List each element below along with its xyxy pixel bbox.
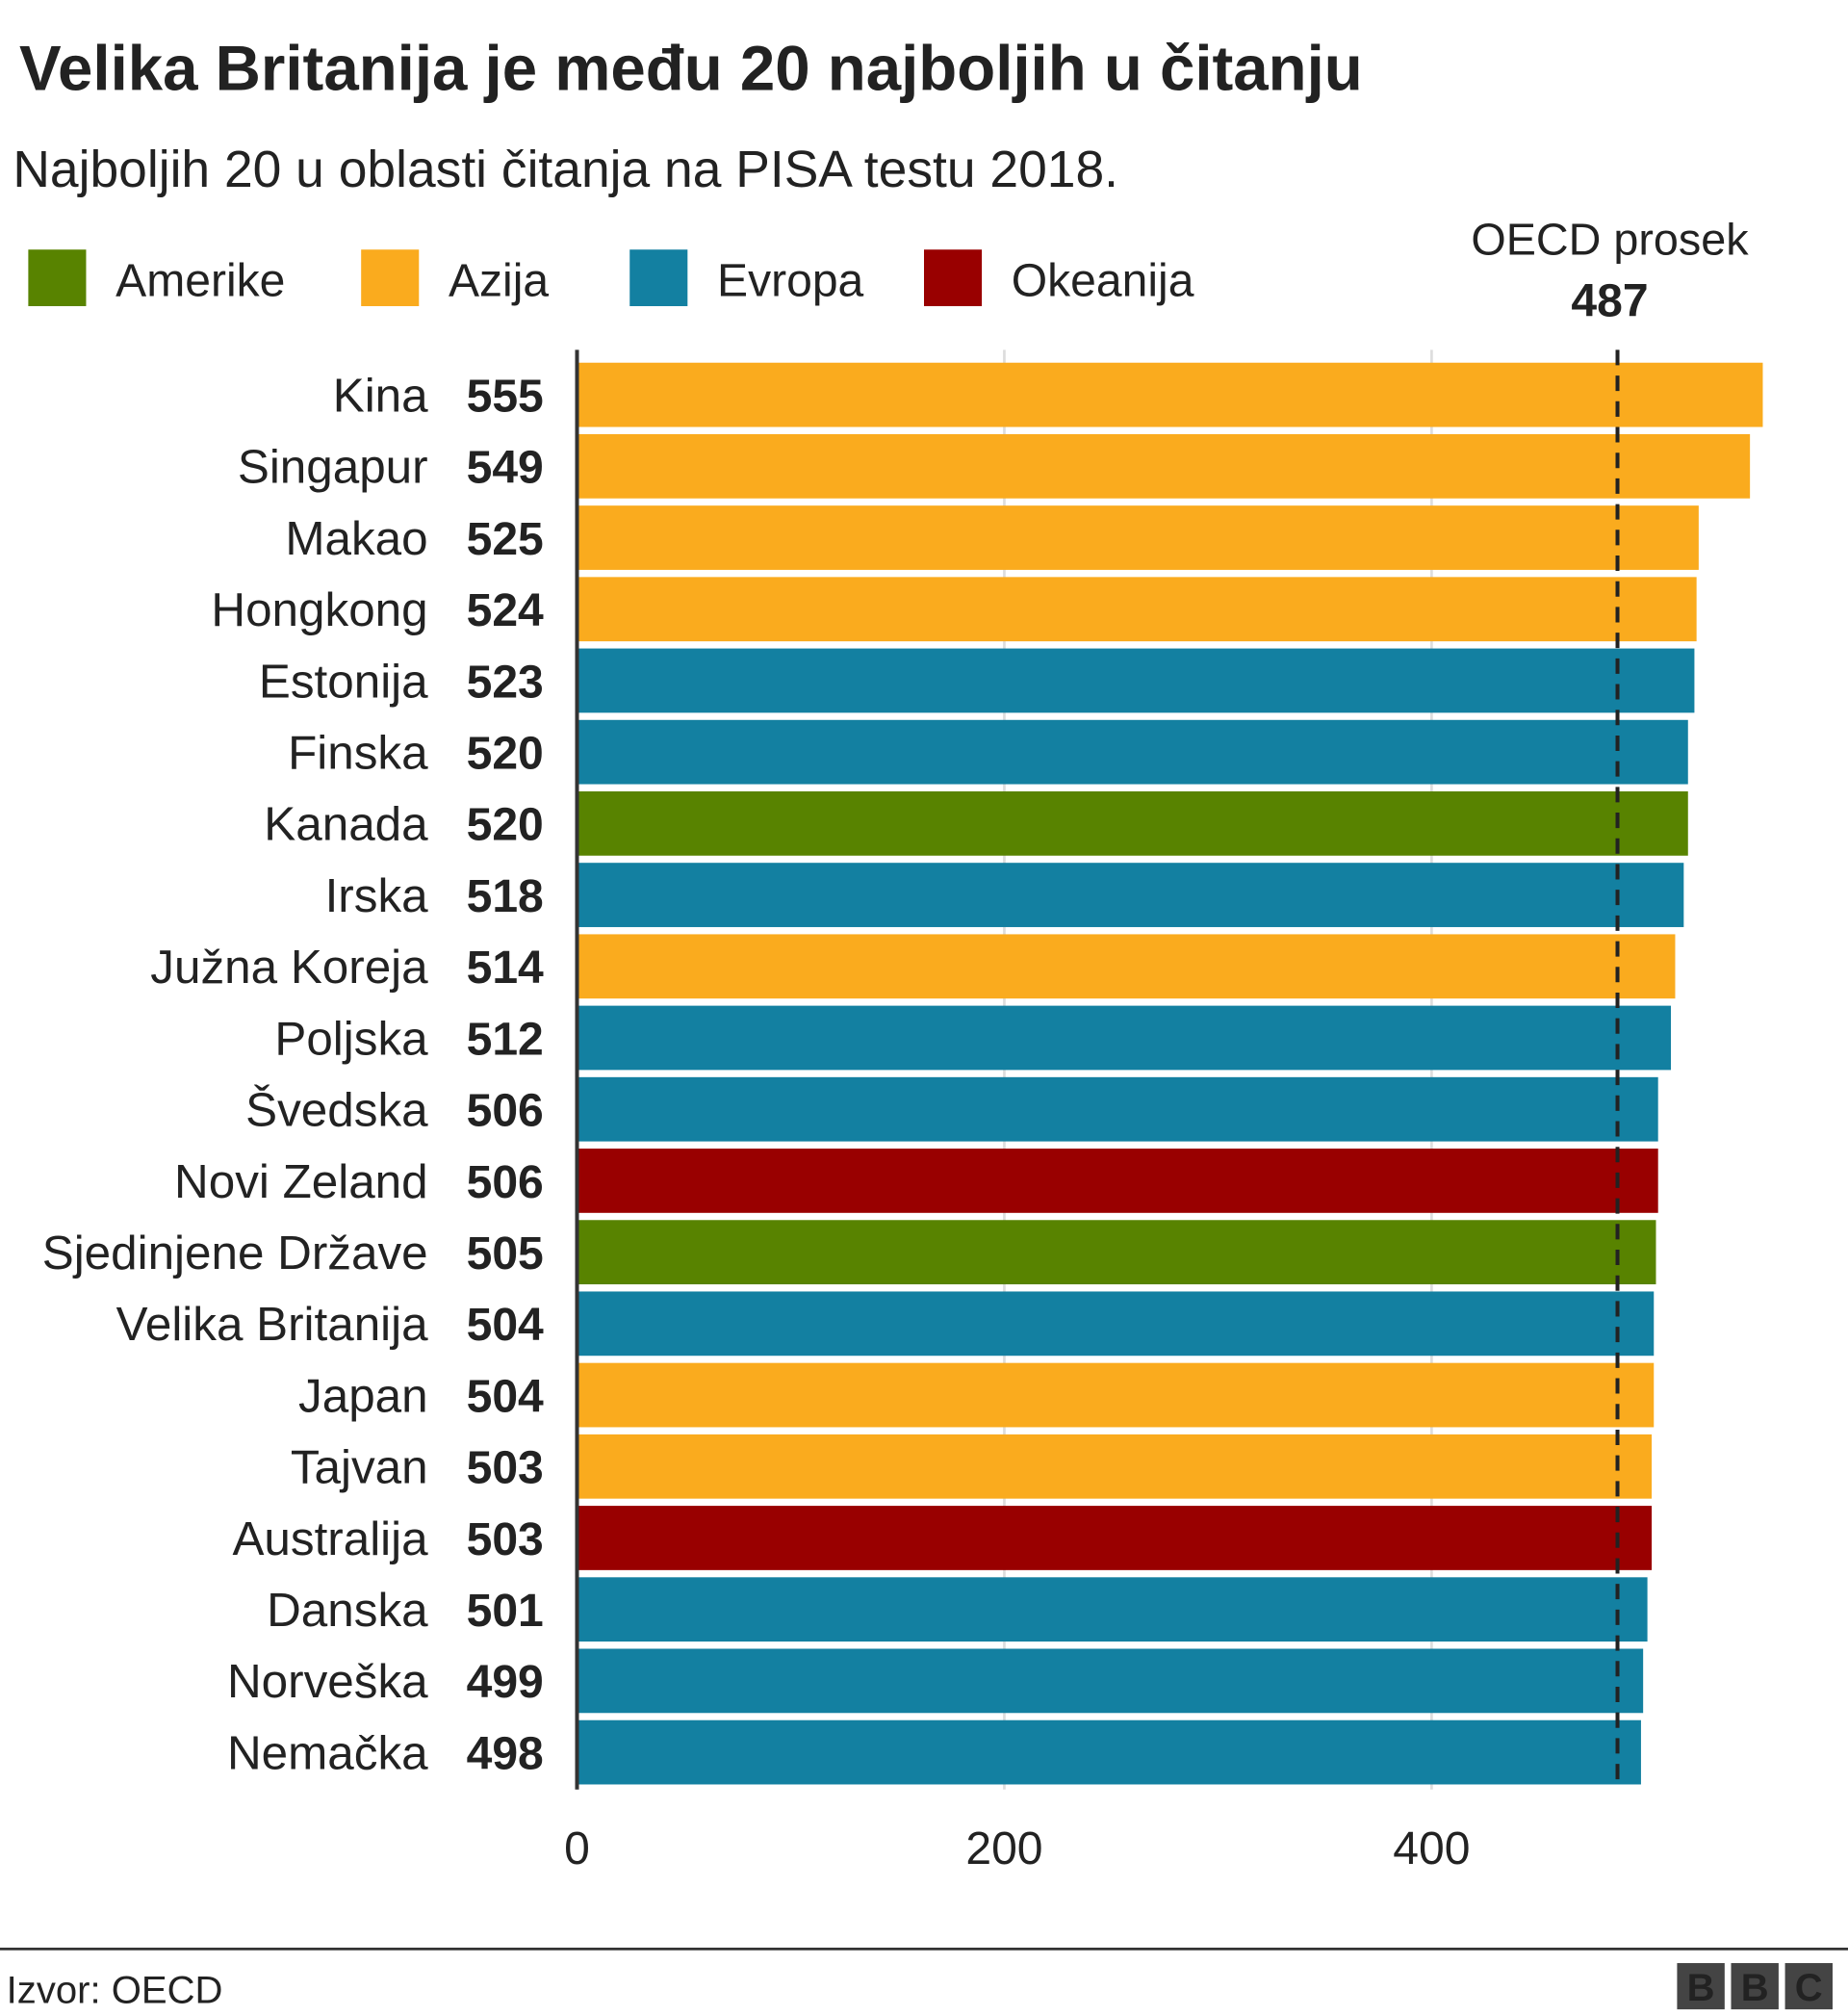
bar xyxy=(577,1291,1655,1357)
category-label: Norveška xyxy=(227,1655,428,1708)
bar xyxy=(577,790,1688,856)
value-label: 501 xyxy=(467,1585,544,1637)
legend-swatch xyxy=(924,249,983,306)
legend-label: Amerike xyxy=(116,254,285,306)
legend-label: Okeanija xyxy=(1012,254,1194,306)
chart-title: Velika Britanija je među 20 najboljih u … xyxy=(19,34,1363,104)
value-label: 506 xyxy=(467,1085,544,1137)
value-label: 499 xyxy=(467,1656,544,1708)
bar xyxy=(577,863,1684,927)
category-label: Estonija xyxy=(259,655,428,708)
category-label: Tajvan xyxy=(291,1441,428,1494)
bar xyxy=(577,1362,1655,1428)
bar xyxy=(577,362,1763,427)
value-label: 523 xyxy=(467,656,544,708)
logo-box xyxy=(1731,1963,1779,2010)
x-tick-label: 200 xyxy=(965,1822,1042,1874)
value-label: 518 xyxy=(467,870,544,922)
legend-label: Evropa xyxy=(717,254,864,306)
logo-box xyxy=(1784,1963,1833,2010)
value-label: 505 xyxy=(467,1228,544,1279)
value-label: 514 xyxy=(467,942,544,994)
category-label: Hongkong xyxy=(211,583,427,636)
category-label: Južna Koreja xyxy=(150,941,428,994)
value-label: 512 xyxy=(467,1013,544,1065)
bar xyxy=(577,1005,1672,1071)
category-label: Nemačka xyxy=(227,1726,428,1779)
category-label: Japan xyxy=(298,1369,428,1422)
category-label: Irska xyxy=(325,869,429,922)
bar xyxy=(577,1577,1648,1642)
reference-value: 487 xyxy=(1571,275,1648,327)
bar xyxy=(577,648,1695,713)
bar xyxy=(577,1149,1658,1213)
legend-label: Azija xyxy=(449,254,549,306)
category-label: Makao xyxy=(285,512,427,565)
bar xyxy=(577,1434,1653,1499)
bar xyxy=(577,1220,1656,1285)
bar xyxy=(577,433,1751,499)
category-label: Australija xyxy=(232,1512,428,1565)
reference-label: OECD prosek xyxy=(1471,215,1749,265)
x-tick-label: 0 xyxy=(564,1822,590,1874)
value-label: 524 xyxy=(467,584,544,636)
logo-box xyxy=(1677,1963,1725,2010)
value-label: 503 xyxy=(467,1513,544,1565)
value-label: 504 xyxy=(467,1370,544,1422)
category-label: Kina xyxy=(333,369,428,422)
chart-subtitle: Najboljih 20 u oblasti čitanja na PISA t… xyxy=(13,142,1118,198)
value-label: 520 xyxy=(467,728,544,780)
category-label: Švedska xyxy=(245,1083,428,1137)
category-label: Poljska xyxy=(274,1012,428,1065)
value-label: 549 xyxy=(467,442,544,494)
legend-swatch xyxy=(28,249,87,306)
value-label: 520 xyxy=(467,799,544,851)
bar xyxy=(577,1648,1644,1714)
bar xyxy=(577,1076,1658,1142)
bar xyxy=(577,505,1699,570)
bar xyxy=(577,719,1688,785)
bar xyxy=(577,1719,1641,1785)
value-label: 555 xyxy=(467,370,544,422)
bar xyxy=(577,1506,1653,1570)
category-label: Velika Britanija xyxy=(116,1298,428,1351)
bar xyxy=(577,934,1676,999)
source: Izvor: OECD xyxy=(7,1969,223,2011)
category-label: Novi Zeland xyxy=(174,1155,428,1208)
legend-swatch xyxy=(361,249,420,306)
category-label: Sjedinjene Države xyxy=(42,1227,428,1279)
logo-letter: B xyxy=(1687,1967,1715,2009)
value-label: 498 xyxy=(467,1727,544,1779)
category-label: Finska xyxy=(288,727,428,780)
x-tick-label: 400 xyxy=(1393,1822,1470,1874)
value-label: 503 xyxy=(467,1442,544,1494)
category-label: Danska xyxy=(267,1584,428,1637)
value-label: 504 xyxy=(467,1299,544,1351)
bar xyxy=(577,577,1697,642)
logo-letter: C xyxy=(1795,1967,1823,2009)
logo-letter: B xyxy=(1741,1967,1769,2009)
category-label: Kanada xyxy=(264,798,428,851)
value-label: 525 xyxy=(467,513,544,565)
value-label: 506 xyxy=(467,1156,544,1208)
category-label: Singapur xyxy=(238,441,428,494)
legend-swatch xyxy=(629,249,688,306)
